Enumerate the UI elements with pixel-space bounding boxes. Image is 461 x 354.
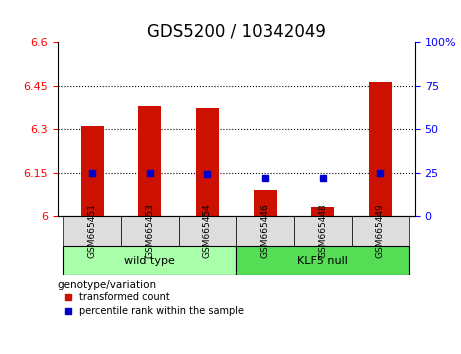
Text: KLF5 null: KLF5 null bbox=[297, 256, 348, 266]
FancyBboxPatch shape bbox=[236, 246, 409, 275]
Text: percentile rank within the sample: percentile rank within the sample bbox=[79, 306, 244, 316]
Text: GSM665448: GSM665448 bbox=[318, 204, 327, 258]
Text: GSM665449: GSM665449 bbox=[376, 204, 385, 258]
Bar bbox=[138, 106, 161, 216]
Text: genotype/variation: genotype/variation bbox=[58, 280, 157, 290]
FancyBboxPatch shape bbox=[179, 216, 236, 246]
Bar bbox=[196, 108, 219, 216]
FancyBboxPatch shape bbox=[236, 216, 294, 246]
Text: GSM665453: GSM665453 bbox=[145, 203, 154, 258]
Text: GSM665446: GSM665446 bbox=[260, 204, 270, 258]
FancyBboxPatch shape bbox=[64, 246, 236, 275]
Text: GSM665451: GSM665451 bbox=[88, 203, 97, 258]
Bar bbox=[254, 190, 277, 216]
Bar bbox=[311, 207, 334, 216]
Text: wild type: wild type bbox=[124, 256, 175, 266]
FancyBboxPatch shape bbox=[64, 216, 121, 246]
FancyBboxPatch shape bbox=[121, 216, 179, 246]
Text: transformed count: transformed count bbox=[79, 292, 170, 302]
FancyBboxPatch shape bbox=[351, 216, 409, 246]
Text: GSM665454: GSM665454 bbox=[203, 204, 212, 258]
Bar bbox=[81, 126, 104, 216]
Bar bbox=[369, 81, 392, 216]
Title: GDS5200 / 10342049: GDS5200 / 10342049 bbox=[147, 23, 326, 41]
FancyBboxPatch shape bbox=[294, 216, 351, 246]
